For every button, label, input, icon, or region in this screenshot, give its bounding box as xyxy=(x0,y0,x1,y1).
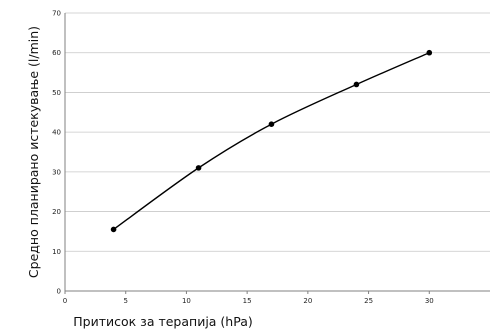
series-line xyxy=(113,52,430,231)
x-tick-labels: 0 5 10 15 20 25 30 xyxy=(63,297,434,305)
data-point xyxy=(353,81,360,88)
x-tick-label: 30 xyxy=(425,297,434,305)
data-point xyxy=(110,226,117,233)
y-tick-label: 50 xyxy=(52,89,61,97)
x-axis-label: Притисок за терапија (hPa) xyxy=(73,314,252,329)
gridlines xyxy=(65,12,490,252)
data-point xyxy=(268,121,275,127)
x-tick-label: 0 xyxy=(63,297,67,305)
x-tick-label: 5 xyxy=(123,297,127,305)
y-tick-label: 10 xyxy=(52,248,61,256)
x-tick-label: 25 xyxy=(364,297,373,305)
data-point xyxy=(426,49,433,56)
y-tick-label: 20 xyxy=(52,208,61,216)
y-tick-label: 40 xyxy=(52,129,61,137)
x-tick-label: 10 xyxy=(182,297,191,305)
y-axis-label: Средно планирано истекување (l/min) xyxy=(26,26,41,278)
y-tick-label: 60 xyxy=(52,49,61,57)
y-tick-label: 0 xyxy=(57,288,61,296)
axes xyxy=(64,13,490,294)
x-tick-label: 20 xyxy=(303,297,312,305)
y-tick-label: 30 xyxy=(52,168,61,176)
series-layer xyxy=(110,49,433,233)
y-tick-labels: 0 10 20 30 40 50 60 70 xyxy=(52,10,61,296)
data-point xyxy=(195,165,202,171)
x-tick-label: 15 xyxy=(243,297,252,305)
y-tick-label: 70 xyxy=(52,10,61,18)
